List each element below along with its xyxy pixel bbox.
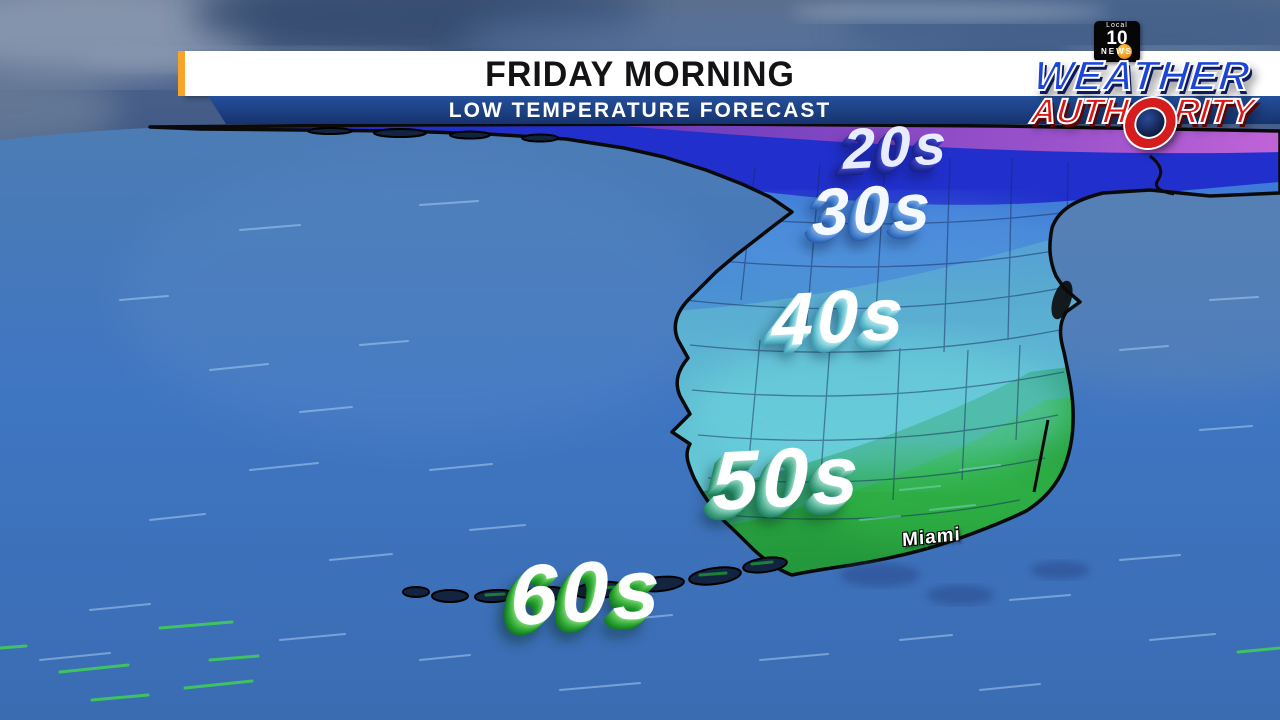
weather-authority-line2: AUTH RITY (997, 91, 1280, 148)
shoal-patches (840, 561, 1090, 605)
local10-logo: Local 10 NEWS (1094, 21, 1140, 62)
temp-band-label-50s: 50s (712, 426, 863, 529)
local10-local-text: Local (1106, 22, 1128, 29)
authority-right: RITY (1171, 91, 1257, 132)
wave-streaks (39, 200, 1259, 691)
local10-number: 10 (1106, 28, 1128, 49)
authority-left: AUTH (1028, 91, 1131, 132)
everglades-texture (859, 464, 1001, 521)
river (1149, 154, 1175, 196)
page-subtitle: LOW TEMPERATURE FORECAST (448, 99, 832, 122)
temp-band-label-20s: 20s (843, 112, 951, 182)
green-current-streaks (0, 620, 1280, 702)
local10-news-text: NEWS (1101, 47, 1133, 56)
header-banner-navy (208, 96, 1280, 124)
temp-band-label-40s: 40s (772, 271, 908, 362)
authority-o-ring-icon (1122, 98, 1178, 148)
barrier-island (1032, 419, 1050, 493)
temp-band-label-60s: 60s (510, 540, 664, 645)
page-title: FRIDAY MORNING (485, 55, 795, 94)
header-accent-bar (178, 51, 185, 96)
keys-greenery (484, 560, 774, 597)
florida-keys (402, 556, 788, 604)
cape-canaveral (1051, 280, 1073, 320)
temp-band-label-30s: 30s (812, 168, 935, 250)
local10-orange-circle-icon (1117, 44, 1132, 59)
panhandle-islets (307, 127, 559, 143)
